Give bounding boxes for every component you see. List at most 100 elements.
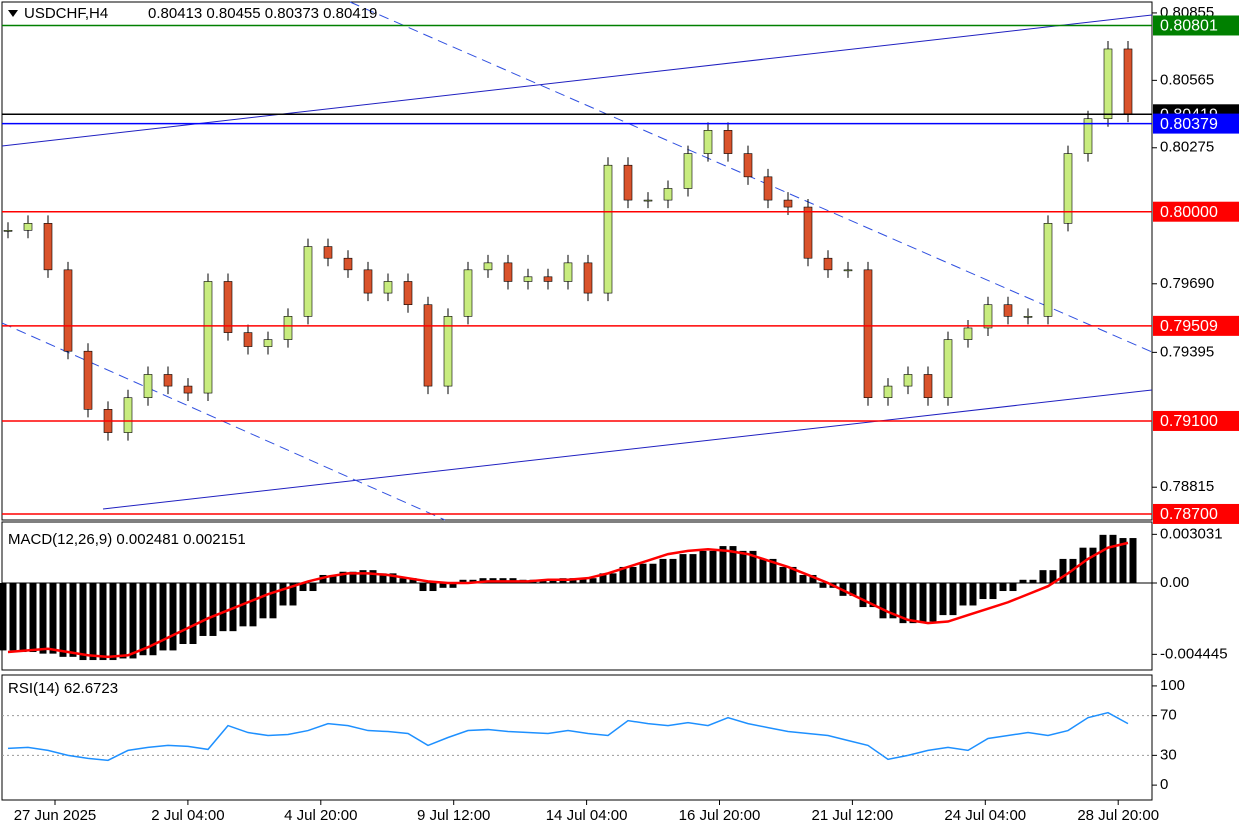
histogram-bar xyxy=(189,582,197,644)
histogram-bar xyxy=(749,550,757,583)
x-tick-label: 27 Jun 2025 xyxy=(14,807,97,824)
candle xyxy=(163,374,173,387)
histogram-bar xyxy=(979,582,987,600)
histogram-bar xyxy=(1049,570,1057,583)
candle xyxy=(263,339,273,347)
candle xyxy=(1003,304,1013,317)
y-tick-label: 0.80565 xyxy=(1160,71,1214,88)
histogram-bar xyxy=(269,582,277,619)
histogram-bar xyxy=(369,570,377,583)
candle xyxy=(883,385,893,399)
histogram-bar xyxy=(119,582,127,659)
channel-upper xyxy=(1,14,1153,147)
candle xyxy=(183,385,193,394)
candle xyxy=(563,262,573,282)
candle xyxy=(783,199,793,208)
candle xyxy=(763,176,773,201)
candle xyxy=(43,223,53,271)
histogram-bar xyxy=(959,582,967,606)
histogram-bar xyxy=(1089,547,1097,583)
histogram-bar xyxy=(59,582,67,657)
histogram-bar xyxy=(299,582,307,592)
histogram-bar xyxy=(39,582,47,654)
histogram-bar xyxy=(819,582,827,588)
histogram-bar xyxy=(359,570,367,583)
y-tick-label: 30 xyxy=(1160,746,1177,763)
main-pane xyxy=(1,1,1153,521)
signal-line xyxy=(7,541,1129,659)
histogram-bar xyxy=(129,582,137,659)
histogram-bar xyxy=(669,558,677,583)
y-tick-label: 0.79395 xyxy=(1160,343,1214,360)
histogram-bar xyxy=(259,582,267,619)
menu-arrow xyxy=(8,10,18,17)
histogram-bar xyxy=(1079,547,1087,583)
histogram-bar xyxy=(769,558,777,583)
histogram-bar xyxy=(1029,579,1037,583)
histogram-bar xyxy=(899,582,907,624)
histogram-bar xyxy=(589,578,597,583)
candle xyxy=(3,230,13,232)
histogram-bar xyxy=(889,582,897,619)
y-tick-label: 0.78815 xyxy=(1160,478,1214,495)
histogram-bar xyxy=(399,578,407,583)
histogram-bar xyxy=(759,558,767,583)
histogram-bar xyxy=(919,582,927,622)
level-label: 0.78700 xyxy=(1160,506,1218,523)
histogram-bar xyxy=(249,582,257,627)
candle xyxy=(663,188,673,201)
candle xyxy=(423,304,433,387)
histogram-bar xyxy=(459,579,467,583)
histogram-bar xyxy=(879,582,887,619)
histogram-bar xyxy=(939,582,947,616)
x-tick-label: 21 Jul 12:00 xyxy=(812,807,894,824)
histogram-bar xyxy=(689,554,697,583)
histogram-bar xyxy=(429,582,437,592)
level-tag xyxy=(1153,410,1239,431)
level-label: 0.80379 xyxy=(1160,116,1218,133)
x-tick-label: 2 Jul 04:00 xyxy=(151,807,224,824)
level-tag xyxy=(1153,315,1239,336)
histogram-bar xyxy=(309,582,317,592)
x-tick-label: 24 Jul 04:00 xyxy=(944,807,1026,824)
histogram-bar xyxy=(1039,570,1047,583)
histogram-bar xyxy=(859,582,867,608)
candle xyxy=(403,281,413,306)
x-tick-label: 9 Jul 12:00 xyxy=(417,807,490,824)
histogram-bar xyxy=(989,582,997,600)
histogram-bar xyxy=(849,582,857,596)
histogram-bar xyxy=(409,578,417,583)
histogram-bar xyxy=(439,582,447,588)
candle xyxy=(343,257,353,271)
candle xyxy=(283,316,293,340)
histogram-bar xyxy=(659,558,667,583)
candle xyxy=(503,262,513,282)
y-tick-label: 0.00 xyxy=(1160,574,1189,591)
candle xyxy=(603,164,613,294)
candle xyxy=(963,327,973,340)
histogram-bar xyxy=(349,571,357,583)
histogram-bar xyxy=(199,582,207,636)
candle xyxy=(123,397,133,433)
histogram-bar xyxy=(419,582,427,592)
level-tag xyxy=(1153,113,1239,134)
histogram-bar xyxy=(279,582,287,606)
candle xyxy=(943,339,953,399)
histogram-bar xyxy=(9,582,17,651)
level-tag xyxy=(1153,503,1239,524)
candle xyxy=(523,276,533,282)
histogram-bar xyxy=(209,582,217,636)
histogram-bar xyxy=(799,574,807,583)
y-tick-label: 70 xyxy=(1160,707,1177,724)
y-tick-label: 0 xyxy=(1160,776,1168,793)
level-label: 0.79100 xyxy=(1160,413,1218,430)
chart-subtitle: 0.80413 0.80455 0.80373 0.80419 xyxy=(148,5,377,22)
histogram-bar xyxy=(289,582,297,606)
candle xyxy=(983,304,993,329)
x-tick-label: 14 Jul 04:00 xyxy=(546,807,628,824)
candle xyxy=(463,269,473,317)
histogram-bar xyxy=(679,554,687,583)
histogram-bar xyxy=(1059,558,1067,583)
